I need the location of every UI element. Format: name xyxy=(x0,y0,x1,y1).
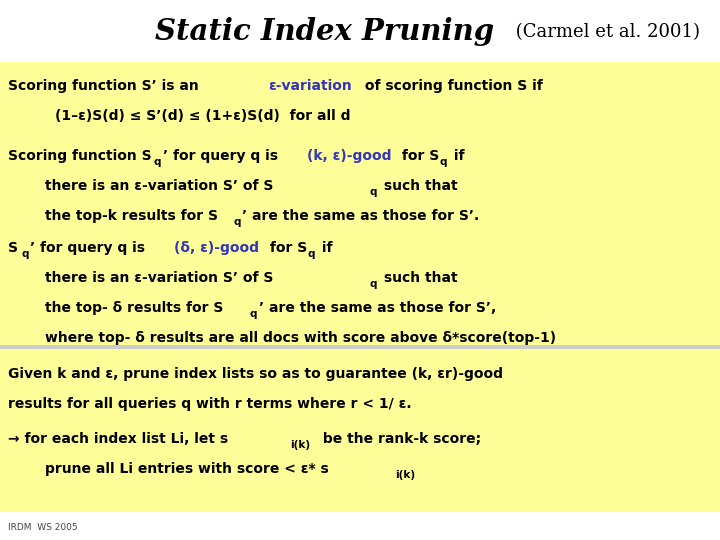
Text: the top-k results for S: the top-k results for S xyxy=(45,209,218,223)
Text: ’ are the same as those for S’.: ’ are the same as those for S’. xyxy=(242,209,480,223)
Text: q: q xyxy=(440,157,448,167)
Bar xyxy=(0,345,720,349)
Text: Scoring function S: Scoring function S xyxy=(8,149,152,163)
Text: prune all Li entries with score < ε* s: prune all Li entries with score < ε* s xyxy=(45,462,329,476)
Text: q: q xyxy=(21,249,29,259)
Text: S: S xyxy=(8,241,18,255)
Text: ’ for query q is: ’ for query q is xyxy=(163,149,283,163)
Text: i(k): i(k) xyxy=(290,440,310,450)
Text: q: q xyxy=(308,249,315,259)
Bar xyxy=(0,62,720,345)
Text: be the rank-k score;: be the rank-k score; xyxy=(318,432,481,446)
Text: q: q xyxy=(370,279,377,289)
Text: Given k and ε, prune index lists so as to guarantee (k, εr)-good: Given k and ε, prune index lists so as t… xyxy=(8,367,503,381)
Bar xyxy=(0,0,720,62)
Text: q: q xyxy=(370,187,377,197)
Text: such that: such that xyxy=(379,271,458,285)
Text: q: q xyxy=(233,217,240,227)
Text: Static Index Pruning: Static Index Pruning xyxy=(155,17,494,46)
Text: if: if xyxy=(317,241,333,255)
Text: ’ are the same as those for S’,: ’ are the same as those for S’, xyxy=(259,301,496,315)
Text: q: q xyxy=(154,157,161,167)
Text: ’ for query q is: ’ for query q is xyxy=(30,241,150,255)
Text: of scoring function S if: of scoring function S if xyxy=(360,79,543,93)
Text: q: q xyxy=(250,309,258,319)
Text: (k, ε)-good: (k, ε)-good xyxy=(307,149,392,163)
Text: (Carmel et al. 2001): (Carmel et al. 2001) xyxy=(510,23,700,41)
Text: → for each index list Li, let s: → for each index list Li, let s xyxy=(8,432,228,446)
Text: there is an ε-variation S’ of S: there is an ε-variation S’ of S xyxy=(45,179,274,193)
Text: IRDM  WS 2005: IRDM WS 2005 xyxy=(8,523,78,532)
Bar xyxy=(0,349,720,512)
Text: there is an ε-variation S’ of S: there is an ε-variation S’ of S xyxy=(45,271,274,285)
Text: i(k): i(k) xyxy=(395,470,415,480)
Text: if: if xyxy=(449,149,464,163)
Text: (δ, ε)-good: (δ, ε)-good xyxy=(174,241,259,255)
Text: ε-variation: ε-variation xyxy=(268,79,352,93)
Text: for S: for S xyxy=(397,149,439,163)
Text: where top- δ results are all docs with score above δ*score(top-1): where top- δ results are all docs with s… xyxy=(45,331,556,345)
Text: the top- δ results for S: the top- δ results for S xyxy=(45,301,223,315)
Text: such that: such that xyxy=(379,179,458,193)
Text: results for all queries q with r terms where r < 1/ ε.: results for all queries q with r terms w… xyxy=(8,397,412,411)
Text: for S: for S xyxy=(265,241,307,255)
Text: (1–ε)S(d) ≤ S’(d) ≤ (1+ε)S(d)  for all d: (1–ε)S(d) ≤ S’(d) ≤ (1+ε)S(d) for all d xyxy=(55,109,351,123)
Text: Scoring function S’ is an: Scoring function S’ is an xyxy=(8,79,204,93)
